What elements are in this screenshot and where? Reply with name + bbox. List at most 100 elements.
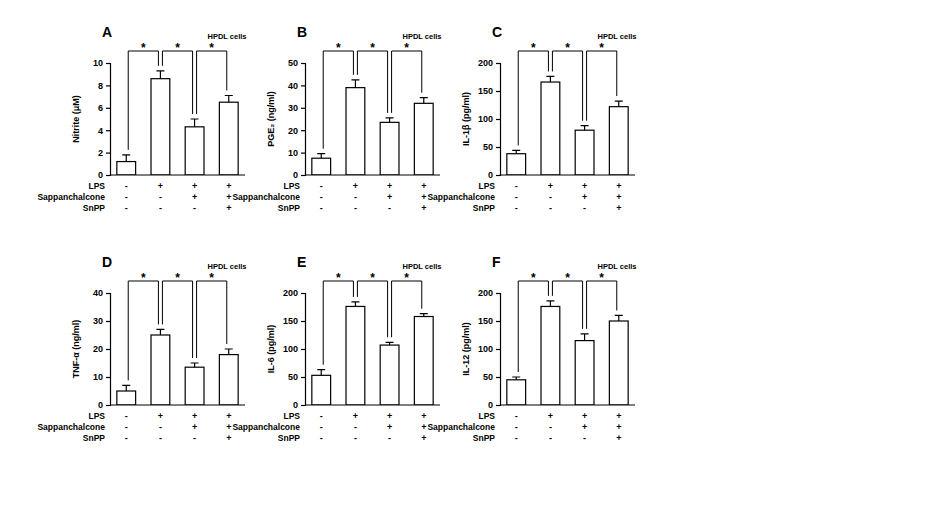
significance-bracket <box>323 281 353 365</box>
y-tick: 100 <box>478 344 500 354</box>
y-tick: 150 <box>478 86 500 96</box>
treatment-sign: + <box>353 411 358 421</box>
y-tick: 10 <box>93 372 110 382</box>
bar <box>541 306 560 405</box>
significance-label: * <box>370 41 375 55</box>
treatment-sign: - <box>549 192 552 202</box>
error-bar <box>225 349 233 355</box>
y-tick: 200 <box>283 288 305 298</box>
bar <box>380 345 399 405</box>
significance-label: * <box>209 271 214 285</box>
y-tick: 40 <box>288 81 305 91</box>
y-tick-mark <box>301 349 305 350</box>
treatment-name: Sappanchalcone <box>232 192 300 202</box>
y-tick-label: 150 <box>478 86 493 96</box>
y-tick-mark <box>301 108 305 109</box>
treatment-sign: + <box>421 433 426 443</box>
treatment-sign: - <box>320 433 323 443</box>
y-axis: 050100150200 <box>478 288 501 410</box>
error-bar <box>386 118 394 122</box>
annotation: HPDL cells <box>207 32 246 41</box>
y-tick: 50 <box>483 142 500 152</box>
panel: 050100150200***LPS-+++Sappanchalcone--++… <box>232 254 441 443</box>
panel: 010203040***LPS-+++Sappanchalcone--++SnP… <box>37 254 246 443</box>
bar <box>380 122 399 175</box>
treatment-sign: + <box>582 411 587 421</box>
y-tick: 8 <box>98 81 110 91</box>
y-tick: 6 <box>98 103 110 113</box>
y-tick-label: 20 <box>288 126 298 136</box>
treatment-name: LPS <box>88 181 105 191</box>
y-tick: 0 <box>98 400 110 410</box>
y-tick: 100 <box>283 344 305 354</box>
treatment-sign: + <box>548 411 553 421</box>
significance-bracket <box>357 281 387 337</box>
significance-bracket <box>518 51 548 145</box>
significance-label: * <box>599 41 604 55</box>
bar <box>117 391 136 405</box>
error-bar <box>156 329 164 335</box>
y-tick-mark <box>106 293 110 294</box>
treatment-sign: - <box>583 203 586 213</box>
y-axis: 050100150200 <box>478 58 501 180</box>
y-tick-label: 0 <box>293 400 298 410</box>
panel-letter: D <box>102 254 112 270</box>
treatment-sign: - <box>320 192 323 202</box>
error-bar <box>225 95 233 102</box>
y-tick-label: 50 <box>288 372 298 382</box>
treatment-name: Sappanchalcone <box>427 192 495 202</box>
bar <box>609 107 628 175</box>
treatment-sign: + <box>387 192 392 202</box>
treatment-sign: + <box>387 181 392 191</box>
significance-label: * <box>209 41 214 55</box>
y-tick-label: 50 <box>483 142 493 152</box>
treatment-sign: + <box>192 192 197 202</box>
y-tick-label: 10 <box>93 372 103 382</box>
y-tick: 200 <box>478 58 500 68</box>
y-tick-label: 200 <box>478 58 493 68</box>
y-axis-line <box>301 294 306 406</box>
error-bar <box>581 334 589 341</box>
treatment-sign: - <box>354 433 357 443</box>
y-tick-label: 10 <box>288 148 298 158</box>
y-tick-label: 100 <box>478 344 493 354</box>
y-tick-mark <box>301 321 305 322</box>
panel: 0246810***LPS-+++Sappanchalcone--++SnPP-… <box>37 24 246 213</box>
significance-bracket <box>197 51 227 114</box>
y-tick-mark <box>106 175 110 176</box>
treatment-sign: + <box>192 411 197 421</box>
figure: 0246810***LPS-+++Sappanchalcone--++SnPP-… <box>0 0 933 525</box>
significance-bracket <box>128 281 158 380</box>
treatment-name: LPS <box>478 181 495 191</box>
x-axis-line <box>110 174 245 175</box>
y-tick-mark <box>106 321 110 322</box>
treatment-sign: + <box>226 433 231 443</box>
treatment-sign: - <box>515 422 518 432</box>
significance-bracket <box>587 281 617 329</box>
treatment-name: LPS <box>283 411 300 421</box>
y-axis-title: Nitrite (μM) <box>71 95 81 143</box>
panel: 050100150200***LPS-+++Sappanchalcone--++… <box>427 24 636 213</box>
treatment-name: SnPP <box>83 203 106 213</box>
treatment-sign: - <box>159 203 162 213</box>
y-axis-line <box>496 294 501 406</box>
treatment-sign: + <box>192 422 197 432</box>
significance-bracket <box>357 51 387 113</box>
y-axis: 0246810 <box>93 58 111 180</box>
treatment-name: Sappanchalcone <box>37 422 105 432</box>
panel-letter: E <box>297 254 306 270</box>
panel-letter: B <box>297 24 307 40</box>
y-tick-label: 30 <box>93 316 103 326</box>
y-tick-mark <box>301 153 305 154</box>
treatment-name: LPS <box>478 411 495 421</box>
error-bar <box>191 363 199 367</box>
panel: 01020304050***LPS-+++Sappanchalcone--++S… <box>232 24 441 213</box>
y-tick: 0 <box>488 400 500 410</box>
treatment-sign: - <box>354 422 357 432</box>
y-axis: 01020304050 <box>288 58 306 180</box>
y-tick: 40 <box>93 288 110 298</box>
y-tick-label: 0 <box>293 170 298 180</box>
treatment-sign: - <box>320 411 323 421</box>
y-tick-label: 150 <box>478 316 493 326</box>
annotation: HPDL cells <box>597 262 636 271</box>
